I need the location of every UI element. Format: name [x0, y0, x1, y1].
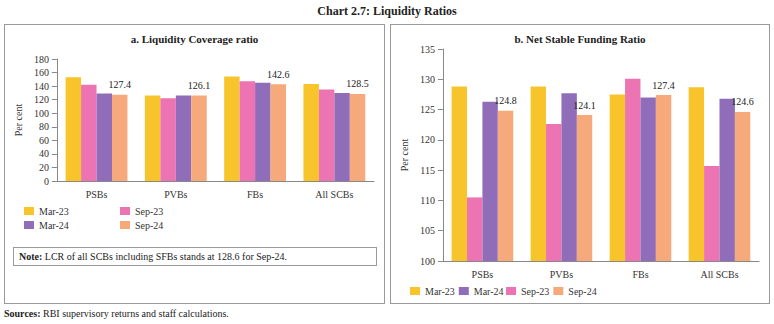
svg-text:124.6: 124.6	[731, 96, 754, 107]
svg-text:Sep-24: Sep-24	[135, 220, 163, 231]
svg-text:120: 120	[420, 134, 435, 145]
svg-text:80: 80	[39, 121, 49, 132]
svg-text:126.1: 126.1	[188, 80, 211, 91]
svg-text:140: 140	[34, 81, 49, 92]
svg-text:0: 0	[44, 176, 49, 187]
svg-text:Sep-24: Sep-24	[568, 286, 596, 297]
svg-text:PSBs: PSBs	[472, 269, 494, 280]
svg-text:180: 180	[34, 54, 49, 65]
svg-text:All SCBs: All SCBs	[700, 269, 738, 280]
svg-text:115: 115	[420, 165, 435, 176]
html-text:Note: LCR of all SCBs includin: Note: LCR of all SCBs including SFBs sta…	[19, 251, 288, 262]
svg-text:127.4: 127.4	[108, 79, 131, 90]
svg-text:124.1: 124.1	[573, 100, 596, 111]
svg-text:160: 160	[34, 67, 49, 78]
svg-text:40: 40	[39, 148, 49, 159]
svg-text:100: 100	[34, 108, 49, 119]
svg-text:20: 20	[39, 162, 49, 173]
svg-text:Mar-23: Mar-23	[425, 286, 455, 297]
svg-text:FBs: FBs	[247, 189, 263, 200]
svg-text:Mar-24: Mar-24	[474, 286, 504, 297]
svg-text:105: 105	[420, 225, 435, 236]
html-text:Chart 2.7: Liquidity Ratios: Chart 2.7: Liquidity Ratios	[317, 4, 457, 18]
svg-text:100: 100	[420, 256, 435, 267]
svg-text:Per cent: Per cent	[399, 139, 410, 172]
svg-text:Per cent: Per cent	[13, 104, 24, 137]
html-text:Sources: RBI supervisory retur: Sources: RBI supervisory returns and sta…	[4, 308, 229, 319]
svg-text:60: 60	[39, 135, 49, 146]
svg-text:PSBs: PSBs	[86, 189, 108, 200]
svg-text:110: 110	[420, 195, 435, 206]
svg-text:PVBs: PVBs	[164, 189, 187, 200]
svg-text:Sep-23: Sep-23	[521, 286, 549, 297]
svg-text:125: 125	[420, 104, 435, 115]
svg-text:Mar-24: Mar-24	[39, 220, 69, 231]
svg-text:135: 135	[420, 44, 435, 55]
svg-text:b. Net Stable Funding Ratio: b. Net Stable Funding Ratio	[514, 33, 646, 45]
svg-text:PVBs: PVBs	[550, 269, 573, 280]
svg-text:120: 120	[34, 94, 49, 105]
svg-text:Sep-23: Sep-23	[135, 206, 163, 217]
svg-text:FBs: FBs	[632, 269, 648, 280]
svg-text:130: 130	[420, 74, 435, 85]
svg-text:142.6: 142.6	[267, 69, 290, 80]
svg-text:124.8: 124.8	[494, 95, 517, 106]
svg-text:All SCBs: All SCBs	[315, 189, 353, 200]
svg-text:a. Liquidity Coverage ratio: a. Liquidity Coverage ratio	[131, 33, 259, 45]
svg-text:128.5: 128.5	[346, 78, 369, 89]
svg-text:Mar-23: Mar-23	[39, 206, 69, 217]
svg-text:127.4: 127.4	[652, 80, 675, 91]
